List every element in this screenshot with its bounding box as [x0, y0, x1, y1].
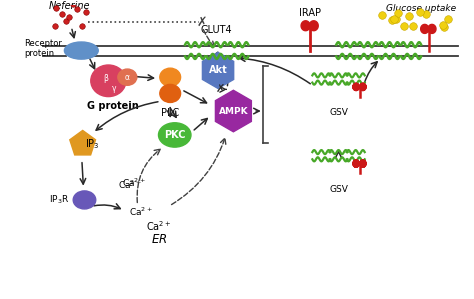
Polygon shape — [202, 52, 234, 89]
Ellipse shape — [118, 69, 137, 85]
Text: G protein: G protein — [87, 101, 139, 111]
Text: PLC: PLC — [161, 108, 179, 118]
Text: Ca$^{2+}$: Ca$^{2+}$ — [122, 177, 146, 190]
Text: GSV: GSV — [329, 108, 348, 117]
Polygon shape — [421, 25, 429, 33]
Ellipse shape — [158, 123, 191, 147]
Text: Ca$^{2+}$: Ca$^{2+}$ — [129, 205, 153, 218]
Text: IP$_3$: IP$_3$ — [85, 137, 100, 151]
Ellipse shape — [73, 191, 96, 209]
Text: GLUT4: GLUT4 — [201, 25, 233, 35]
Text: AMPK: AMPK — [219, 106, 248, 115]
Text: ✗: ✗ — [216, 84, 225, 94]
Ellipse shape — [160, 84, 181, 103]
Polygon shape — [309, 21, 318, 31]
Polygon shape — [215, 90, 251, 132]
Text: IP$_3$R: IP$_3$R — [49, 194, 70, 206]
Text: β: β — [104, 74, 109, 83]
Text: Ca$^{2+}$: Ca$^{2+}$ — [146, 219, 172, 233]
Text: Neferine: Neferine — [48, 1, 90, 11]
Ellipse shape — [91, 65, 126, 97]
Text: $ER$: $ER$ — [151, 233, 167, 246]
Text: GSV: GSV — [329, 184, 348, 193]
Polygon shape — [428, 25, 436, 33]
Text: Receptor
protein: Receptor protein — [24, 39, 62, 58]
Text: α: α — [125, 73, 130, 82]
Text: Glucose uptake: Glucose uptake — [386, 4, 456, 13]
Text: γ: γ — [111, 84, 116, 93]
Polygon shape — [70, 130, 96, 155]
Text: Akt: Akt — [209, 65, 228, 75]
Text: ✗: ✗ — [197, 16, 207, 29]
Text: IRAP: IRAP — [299, 8, 321, 18]
Ellipse shape — [160, 68, 181, 86]
Polygon shape — [301, 21, 310, 31]
Text: Ca$^{2+}$: Ca$^{2+}$ — [118, 179, 141, 191]
Ellipse shape — [64, 42, 98, 59]
Text: PKC: PKC — [164, 130, 185, 140]
